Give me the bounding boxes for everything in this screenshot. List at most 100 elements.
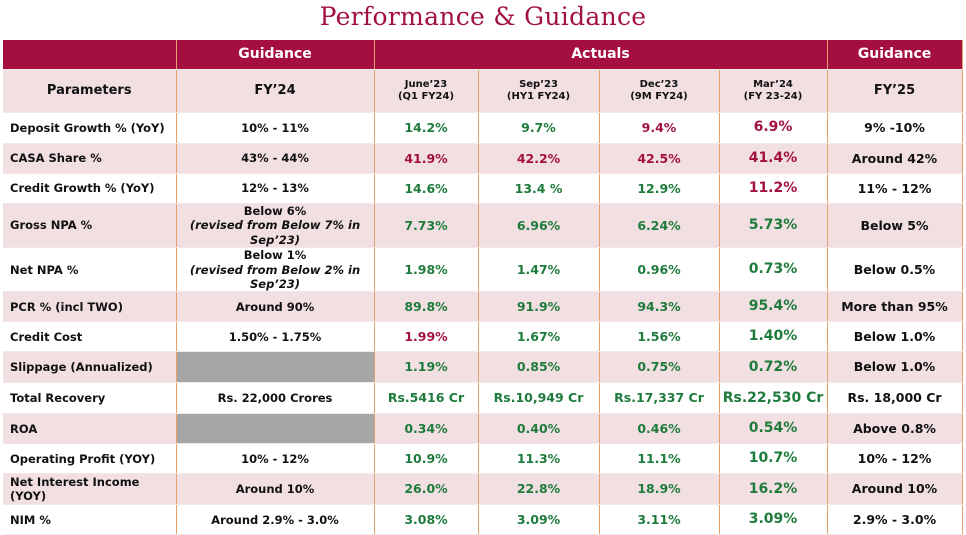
parameter: Net Interest Income (YOY) (3, 473, 177, 506)
actual: 26.0% (374, 473, 479, 506)
group-cell: Actuals (374, 40, 828, 70)
fy24 (176, 413, 375, 445)
fy24-line: 43% - 44% (241, 151, 309, 166)
data-row: Credit Cost 1.50% - 1.75% 1.99% 1.67% 1.56% 1… (3, 321, 963, 353)
group-cell: Guidance (176, 40, 375, 70)
actual: 6.9% (719, 112, 828, 144)
column-header: Mar’24 (FY 23-24) (719, 69, 828, 113)
fy24: 43% - 44% (176, 143, 375, 174)
actual: Rs.10,949 Cr (478, 382, 600, 415)
title: Performance & Guidance (319, 2, 647, 31)
parameter: NIM % (3, 504, 177, 535)
header-line: (FY 23-24) (743, 91, 803, 102)
group-cell (3, 40, 177, 70)
fy24: Rs. 22,000 Crores (176, 382, 375, 415)
header-row: Parameters FY’24 June’23 (Q1 FY24) Sep’23 (HY… (3, 69, 963, 113)
actual: 7.73% (374, 203, 479, 249)
fy24 (176, 351, 375, 384)
actual: 1.40% (719, 321, 828, 353)
fy24: Around 90% (176, 291, 375, 323)
fy25: More than 95% (827, 291, 963, 323)
parameter: Operating Profit (YOY) (3, 443, 177, 475)
column-header: Dec’23 (9M FY24) (599, 69, 720, 113)
fy24-line: 10% - 12% (241, 451, 309, 466)
actual: 0.96% (599, 247, 720, 293)
parameter: Net NPA % (3, 247, 177, 293)
fy25: Around 42% (827, 143, 963, 174)
actual: 10.9% (374, 443, 479, 475)
group-row: Guidance Actuals Guidance (3, 40, 963, 70)
actual: 14.2% (374, 112, 479, 144)
actual: 13.4 % (478, 173, 600, 204)
data-row: Deposit Growth % (YoY) 10% - 11% 14.2% 9.7%… (3, 112, 963, 144)
fy24-line: Rs. 22,000 Crores (217, 391, 333, 406)
data-row: Operating Profit (YOY) 10% - 12% 10.9% 11.3… (3, 443, 963, 475)
header-line: June’23 (404, 78, 448, 90)
header-line: (HY1 FY24) (506, 91, 571, 102)
actual: 0.34% (374, 413, 479, 445)
fy25: 9% -10% (827, 112, 963, 144)
actual: Rs.17,337 Cr (599, 382, 720, 415)
actual: 1.56% (599, 321, 720, 353)
actual: 9.4% (599, 112, 720, 144)
actual: 91.9% (478, 291, 600, 323)
actual: 3.09% (719, 504, 828, 535)
parameter: Total Recovery (3, 382, 177, 415)
header-line: Mar’24 (753, 78, 793, 90)
actual: 0.54% (719, 413, 828, 445)
column-header: June’23 (Q1 FY24) (374, 69, 479, 113)
data-row: Gross NPA % Below 6% (revised from Below 7… (3, 203, 963, 249)
fy24-line: (revised from Below 7% in Sep’23) (189, 218, 361, 247)
actual: 11.3% (478, 443, 600, 475)
parameter: Deposit Growth % (YoY) (3, 112, 177, 144)
column-header: Parameters (3, 69, 177, 113)
fy24: Below 6% (revised from Below 7% in Sep’23… (176, 203, 375, 249)
actual: 1.67% (478, 321, 600, 353)
fy25: Below 0.5% (827, 247, 963, 293)
fy24-line: 10% - 11% (241, 120, 309, 135)
actual: 41.9% (374, 143, 479, 174)
actual: 89.8% (374, 291, 479, 323)
actual: 3.08% (374, 504, 479, 535)
data-row: Credit Growth % (YoY) 12% - 13% 14.6% 13.4 … (3, 173, 963, 204)
actual: 6.96% (478, 203, 600, 249)
parameter: Credit Cost (3, 321, 177, 353)
parameter: Slippage (Annualized) (3, 351, 177, 384)
parameter: PCR % (incl TWO) (3, 291, 177, 323)
fy24-line: Below 1% (243, 248, 307, 263)
data-row: Net Interest Income (YOY) Around 10% 26.0%… (3, 473, 963, 506)
actual: 6.24% (599, 203, 720, 249)
fy25: Below 1.0% (827, 321, 963, 353)
fy24: 10% - 11% (176, 112, 375, 144)
actual: 0.72% (719, 351, 828, 384)
fy24-line: Around 2.9% - 3.0% (211, 512, 339, 527)
actual: 11.1% (599, 443, 720, 475)
actual: 0.85% (478, 351, 600, 384)
header-line: Dec’23 (639, 78, 679, 90)
actual: 0.40% (478, 413, 600, 445)
actual: 0.73% (719, 247, 828, 293)
fy24-line: (revised from Below 2% in Sep’23) (189, 262, 361, 291)
fy24: Below 1% (revised from Below 2% in Sep’23… (176, 247, 375, 293)
actual: 95.4% (719, 291, 828, 323)
actual: 14.6% (374, 173, 479, 204)
fy24-line: Around 90% (235, 299, 315, 314)
fy25: 11% - 12% (827, 173, 963, 204)
data-row: Net NPA % Below 1% (revised from Below 2% … (3, 247, 963, 293)
actual: 1.99% (374, 321, 479, 353)
actual: 9.7% (478, 112, 600, 144)
data-row: CASA Share % 43% - 44% 41.9% 42.2% 42.5% 41.4… (3, 143, 963, 174)
actual: 0.75% (599, 351, 720, 384)
parameter: ROA (3, 413, 177, 445)
actual: 10.7% (719, 443, 828, 475)
actual: 18.9% (599, 473, 720, 506)
actual: 3.09% (478, 504, 600, 535)
data-row: Total Recovery Rs. 22,000 Crores Rs.5416 C… (3, 382, 963, 415)
fy25: 2.9% - 3.0% (827, 504, 963, 535)
parameter: CASA Share % (3, 143, 177, 174)
fy25: Below 1.0% (827, 351, 963, 384)
fy24: Around 2.9% - 3.0% (176, 504, 375, 535)
actual: 11.2% (719, 173, 828, 204)
fy24-line: 12% - 13% (241, 181, 309, 196)
